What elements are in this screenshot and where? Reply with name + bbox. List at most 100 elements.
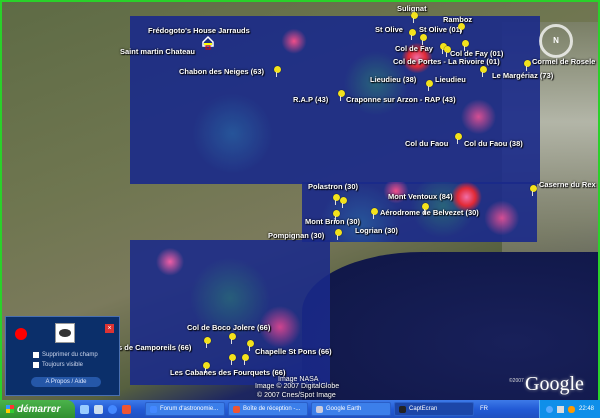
pushpin-icon[interactable]	[340, 197, 347, 208]
placemark-label[interactable]: Logrian (30)	[355, 226, 398, 235]
mail-icon[interactable]	[122, 404, 131, 414]
placemark-label[interactable]: Les Cabanes des Fourquets (66)	[170, 368, 286, 377]
task-captecran[interactable]: CaptEcran	[394, 402, 474, 416]
checkbox-box[interactable]	[33, 362, 39, 368]
pushpin-icon[interactable]	[229, 354, 236, 365]
pushpin-icon[interactable]	[422, 203, 429, 214]
placemark-label[interactable]: Mont Ventoux (84)	[388, 192, 453, 201]
clock[interactable]: 22:48	[578, 406, 594, 412]
system-tray: 22:48	[538, 400, 600, 418]
task-label: Boîte de réception -...	[243, 406, 301, 412]
pushpin-icon[interactable]	[338, 90, 345, 101]
placemark-label[interactable]: Lieudieu (38)	[370, 75, 417, 84]
placemark-label[interactable]: Cormel de Rosele	[532, 57, 596, 66]
task-google-earth[interactable]: Google Earth	[311, 402, 391, 416]
quicklaunch-icon[interactable]	[80, 404, 89, 414]
light-pollution-overlay-south	[130, 240, 330, 385]
pushpin-icon[interactable]	[242, 354, 249, 365]
placemark-label[interactable]: Aérodrome de Belvezet (30)	[380, 208, 479, 217]
house-icon[interactable]	[202, 36, 214, 50]
task-mail[interactable]: Boîte de réception -...	[228, 402, 308, 416]
ie-icon	[150, 405, 157, 413]
record-button[interactable]	[15, 328, 27, 340]
placemark-label[interactable]: Col de Fay	[395, 44, 433, 53]
messenger-icon[interactable]	[567, 405, 575, 413]
checkbox-label: Supprimer du champ	[42, 352, 98, 358]
pushpin-icon[interactable]	[462, 40, 469, 51]
placemark-label[interactable]: Chabon des Neiges (63)	[179, 67, 265, 76]
pushpin-icon[interactable]	[335, 229, 342, 240]
pushpin-icon[interactable]	[458, 23, 465, 34]
placemark-label[interactable]: Frédogoto's House Jarrauds	[148, 26, 250, 35]
light-pollution-overlay-north	[130, 16, 540, 184]
supprimer-checkbox[interactable]: Supprimer du champ	[33, 352, 98, 358]
placemark-label[interactable]: Chapelle St Pons (66)	[255, 347, 332, 356]
placemark-label[interactable]: Ramboz	[443, 15, 473, 24]
checkbox-label: Toujours visible	[42, 362, 84, 368]
network-icon[interactable]	[556, 405, 564, 413]
pushpin-icon[interactable]	[480, 66, 487, 77]
placemark-label[interactable]: St Olive (01)	[419, 25, 463, 34]
google-earth-view[interactable]: N Sulignat Ramboz St Olive St Olive (01)…	[2, 2, 598, 400]
capture-panel: × Supprimer du champ Toujours visible A …	[5, 316, 120, 396]
task-forum[interactable]: Forum d'astronomie...	[145, 402, 225, 416]
eye-icon	[55, 323, 75, 343]
placemark-label[interactable]: Col de Portes - La Rivoire (01)	[393, 57, 500, 66]
placemark-label[interactable]: s de Camporeils (66)	[118, 343, 192, 352]
imagery-credit: © 2007 Cnes/Spot Image	[257, 392, 336, 399]
pushpin-icon[interactable]	[333, 210, 340, 221]
placemark-label[interactable]: Pompignan (30)	[268, 231, 325, 240]
pushpin-icon[interactable]	[524, 60, 531, 71]
start-button[interactable]: démarrer	[0, 400, 75, 418]
placemark-label[interactable]: Caserne du Rex	[539, 180, 596, 189]
pushpin-icon[interactable]	[455, 133, 462, 144]
pushpin-icon[interactable]	[333, 194, 340, 205]
task-label: CaptEcran	[409, 406, 438, 412]
pushpin-icon[interactable]	[444, 46, 451, 57]
mediterranean-sea	[302, 252, 598, 400]
pushpin-icon[interactable]	[203, 362, 210, 373]
language-indicator[interactable]: FR	[480, 406, 488, 412]
placemark-label[interactable]: R.A.P (43)	[293, 95, 329, 104]
pushpin-icon[interactable]	[247, 340, 254, 351]
task-label: Google Earth	[326, 406, 362, 412]
pushpin-icon[interactable]	[409, 29, 416, 40]
checkbox-box[interactable]	[33, 352, 39, 358]
toujours-visible-checkbox[interactable]: Toujours visible	[33, 362, 83, 368]
compass-north-label: N	[553, 36, 559, 45]
placemark-label[interactable]: Craponne sur Arzon - RAP (43)	[346, 95, 456, 104]
placemark-label[interactable]: Col du Faou	[405, 139, 449, 148]
windows-logo-icon	[6, 405, 14, 413]
imagery-credit: Image NASA	[278, 376, 319, 383]
placemark-label[interactable]: Sulignat	[397, 4, 427, 13]
placemark-label[interactable]: Lieudieu	[435, 75, 466, 84]
quicklaunch-icon[interactable]	[94, 404, 103, 414]
placemark-label[interactable]: Polastron (30)	[308, 182, 359, 191]
captecran-icon	[399, 405, 406, 413]
placemark-label[interactable]: Le Margériaz (73)	[492, 71, 554, 80]
pushpin-icon[interactable]	[530, 185, 537, 196]
pushpin-icon[interactable]	[411, 12, 418, 23]
tray-expand-icon[interactable]	[545, 405, 553, 413]
pushpin-icon[interactable]	[204, 337, 211, 348]
placemark-label[interactable]: Col de Boco Jolere (66)	[187, 323, 271, 332]
close-button[interactable]: ×	[105, 324, 114, 333]
placemark-label[interactable]: Col de Fay (01)	[450, 49, 504, 58]
placemark-label[interactable]: Saint martin Chateau	[120, 47, 196, 56]
imagery-credit: Image © 2007 DigitalGlobe	[255, 383, 340, 390]
pushpin-icon[interactable]	[426, 80, 433, 91]
google-logo: Google	[525, 373, 584, 395]
compass-navigation[interactable]: N	[539, 24, 573, 58]
pushpin-icon[interactable]	[440, 43, 447, 54]
google-copyright: ©2007	[509, 378, 524, 384]
help-button[interactable]: A Propos / Aide	[31, 377, 101, 387]
ie-icon[interactable]	[108, 404, 117, 414]
pushpin-icon[interactable]	[371, 208, 378, 219]
placemark-label[interactable]: St Olive	[375, 25, 403, 34]
pushpin-icon[interactable]	[274, 66, 281, 77]
taskbar: démarrer Forum d'astronomie... Boîte de …	[0, 400, 600, 418]
pushpin-icon[interactable]	[420, 34, 427, 45]
placemark-label[interactable]: Col du Faou (38)	[464, 139, 523, 148]
pushpin-icon[interactable]	[229, 333, 236, 344]
placemark-label[interactable]: Mont Brion (30)	[305, 217, 360, 226]
